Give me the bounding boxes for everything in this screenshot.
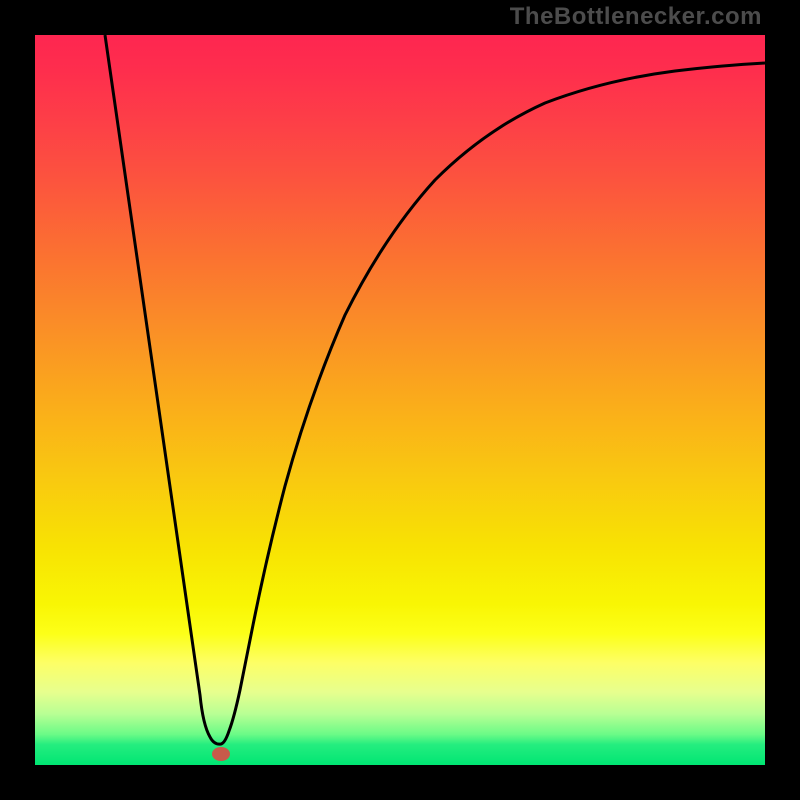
watermark-text: TheBottlenecker.com (510, 3, 762, 31)
chart-svg (35, 35, 765, 765)
optimum-marker (212, 747, 230, 761)
chart-plot-area (35, 35, 765, 765)
gradient-rect (35, 35, 765, 765)
